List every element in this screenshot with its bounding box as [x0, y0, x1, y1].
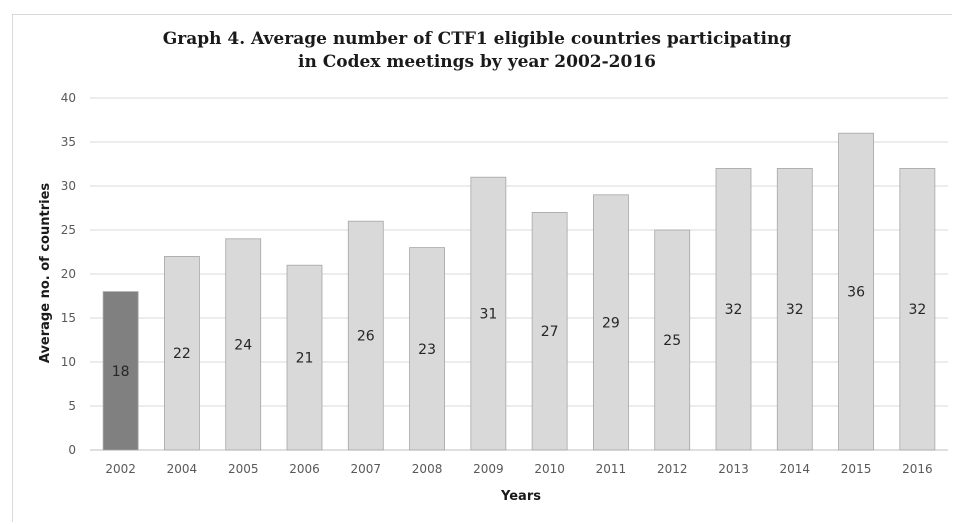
gridlines: [90, 97, 948, 451]
x-tick-label-2009: 2009: [473, 462, 504, 476]
bar-2006: [286, 264, 323, 451]
bar-2008: [409, 247, 445, 451]
x-tick-label-2012: 2012: [657, 462, 688, 476]
data-label-2012: 25: [663, 333, 681, 349]
x-tick-labels: 2002 2004 2005 2006 2007 2008 2009 2010 2011 2012…: [105, 462, 932, 476]
data-label-2004: 22: [173, 346, 191, 362]
data-label-2008: 23: [418, 342, 436, 358]
y-tick-label: 0: [68, 443, 76, 457]
bar-2011: [593, 194, 629, 451]
bar-2007: [347, 220, 384, 451]
chart-title-line-2: in Codex meetings by year 2002-2016: [298, 52, 656, 72]
data-label-2013: 32: [725, 302, 743, 318]
y-tick-label: 10: [61, 355, 76, 369]
data-label-2016: 32: [908, 302, 926, 318]
data-label-2015: 36: [847, 285, 865, 301]
data-labels: 18 22 24 21 26 23 31 27 29 25 32 32 36 32: [112, 285, 927, 380]
data-label-2002: 18: [112, 364, 130, 380]
bar-2012: [654, 229, 691, 451]
y-tick-label: 5: [68, 399, 76, 413]
bar-2013: [715, 167, 752, 451]
chart-title: Graph 4. Average number of CTF1 eligible…: [0, 28, 954, 74]
x-tick-label-2013: 2013: [718, 462, 749, 476]
data-label-2014: 32: [786, 302, 804, 318]
x-tick-label-2007: 2007: [351, 462, 382, 476]
y-tick-label: 20: [61, 267, 76, 281]
bars: [102, 132, 936, 451]
y-tick-label: 25: [61, 223, 76, 237]
y-tick-label: 40: [61, 91, 76, 105]
chart-frame: [12, 14, 952, 522]
x-tick-label-2004: 2004: [167, 462, 198, 476]
data-label-2006: 21: [296, 351, 314, 367]
x-tick-label-2002: 2002: [105, 462, 136, 476]
x-tick-label-2015: 2015: [841, 462, 872, 476]
x-tick-label-2014: 2014: [780, 462, 811, 476]
x-tick-label-2011: 2011: [596, 462, 627, 476]
y-tick-labels: 0 5 10 15 20 25 30 35 40: [61, 91, 76, 457]
data-label-2005: 24: [234, 337, 252, 353]
chart-title-line-1: Graph 4. Average number of CTF1 eligible…: [162, 29, 792, 49]
x-tick-label-2016: 2016: [902, 462, 933, 476]
data-label-2009: 31: [479, 307, 497, 323]
bar-2002: [102, 291, 139, 451]
bar-2015: [838, 132, 874, 451]
x-tick-label-2006: 2006: [289, 462, 320, 476]
bar-2014: [776, 167, 813, 451]
y-axis-title: Average no. of countries: [38, 183, 53, 364]
x-tick-label-2010: 2010: [534, 462, 565, 476]
x-tick-label-2005: 2005: [228, 462, 259, 476]
x-tick-label-2008: 2008: [412, 462, 443, 476]
bar-2016: [899, 167, 936, 451]
bar-2004: [164, 255, 200, 451]
bar-2009: [470, 176, 507, 451]
y-tick-label: 30: [61, 179, 76, 193]
y-tick-label: 15: [61, 311, 76, 325]
data-label-2007: 26: [357, 329, 375, 345]
x-axis-title: Years: [500, 489, 541, 504]
data-label-2010: 27: [541, 324, 559, 340]
bar-2010: [531, 211, 568, 451]
y-tick-label: 35: [61, 135, 76, 149]
bar-2005: [225, 238, 262, 451]
data-label-2011: 29: [602, 315, 620, 331]
